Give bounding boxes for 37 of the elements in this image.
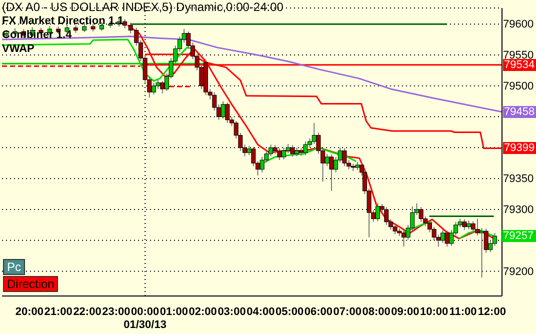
y-tick-label: 79200: [503, 266, 534, 278]
candlestick: [444, 230, 450, 248]
candlestick: [151, 82, 156, 96]
x-tick-label: 10:00: [420, 306, 448, 318]
x-tick-label: 03:00: [218, 306, 246, 318]
x-tick-label: 12:00: [478, 306, 506, 318]
annotation: VWAP: [2, 42, 36, 56]
x-tick-label: 09:00: [391, 306, 420, 318]
candlestick: [392, 224, 398, 235]
x-tick-label: 04:00: [246, 306, 275, 318]
x-tick-label: 11:00: [449, 306, 477, 318]
annotation: 79257: [502, 230, 536, 242]
x-tick-label: 23:00: [102, 306, 130, 318]
x-tick-label: 01:00: [160, 306, 188, 318]
x-tick-label: 02:00: [188, 306, 217, 318]
x-tick-label: 06:00: [304, 306, 333, 318]
x-tick-label: 20:00: [15, 306, 44, 318]
y-tick-label: 79550: [503, 49, 534, 62]
annotation: Direction: [3, 276, 58, 292]
candlestick: [418, 206, 424, 222]
candlestick: [462, 218, 467, 230]
y-tick-label: 79500: [503, 80, 534, 92]
x-tick-label: 05:00: [276, 306, 304, 318]
annotation: Pc: [3, 259, 26, 275]
x-tick-label: 22:00: [73, 306, 102, 318]
candlestick: [277, 148, 282, 161]
annotation: 79399: [503, 142, 536, 154]
y-tick-label: 79300: [503, 204, 534, 216]
x-tick-label: 08:00: [362, 306, 390, 318]
annotation: 79534: [503, 58, 536, 71]
annotation: FX Market Direction 1.1: [2, 14, 125, 28]
y-tick-label: 79350: [503, 173, 534, 186]
candlestick: [342, 148, 347, 167]
x-tick-label: 21:00: [44, 306, 72, 318]
annotation: 79458: [503, 106, 536, 118]
x-tick-label: 07:00: [333, 306, 362, 318]
y-tick-label: 79600: [503, 18, 534, 31]
